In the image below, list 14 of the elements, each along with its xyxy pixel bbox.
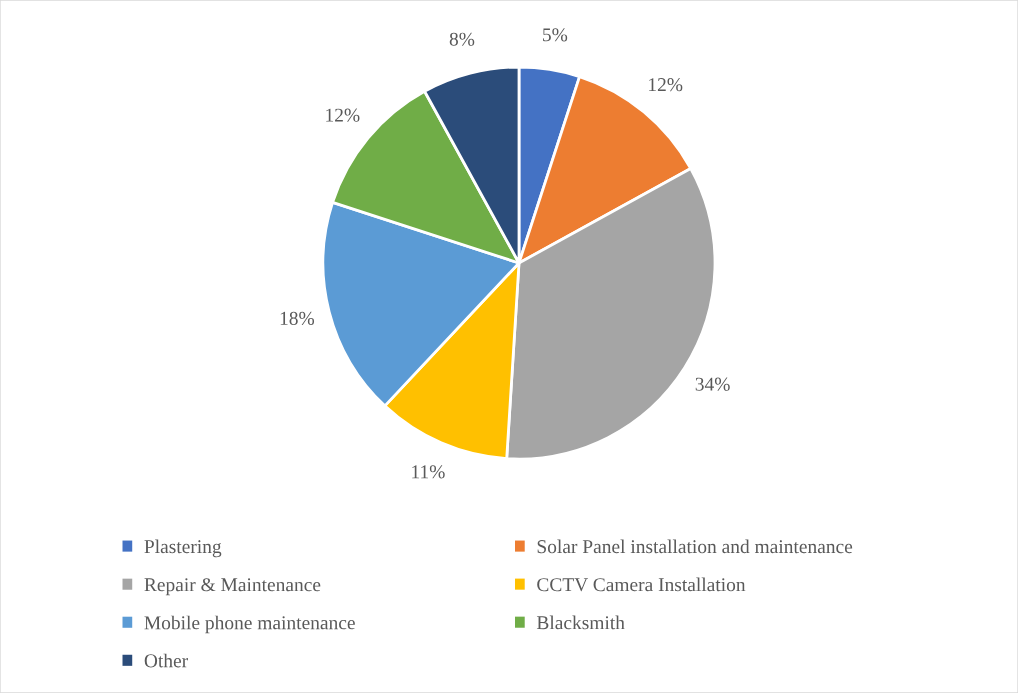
legend-label: Blacksmith (536, 615, 625, 630)
data-label: 12% (326, 108, 360, 122)
legend-label: Other (144, 653, 188, 668)
data-label: 5% (543, 28, 568, 42)
data-label: 18% (280, 311, 315, 325)
data-label: 34% (695, 377, 730, 391)
legend-label: CCTV Camera Installation (537, 577, 746, 592)
legend-label: Repair & Maintenance (144, 578, 321, 596)
data-label: 12% (649, 78, 683, 92)
legend-label: Solar Panel installation and maintenance (537, 539, 853, 554)
data-label: 11% (412, 465, 445, 479)
data-label: 8% (449, 32, 475, 46)
legend-label: Plastering (144, 539, 222, 558)
legend-label: Mobile phone maintenance (144, 615, 355, 634)
